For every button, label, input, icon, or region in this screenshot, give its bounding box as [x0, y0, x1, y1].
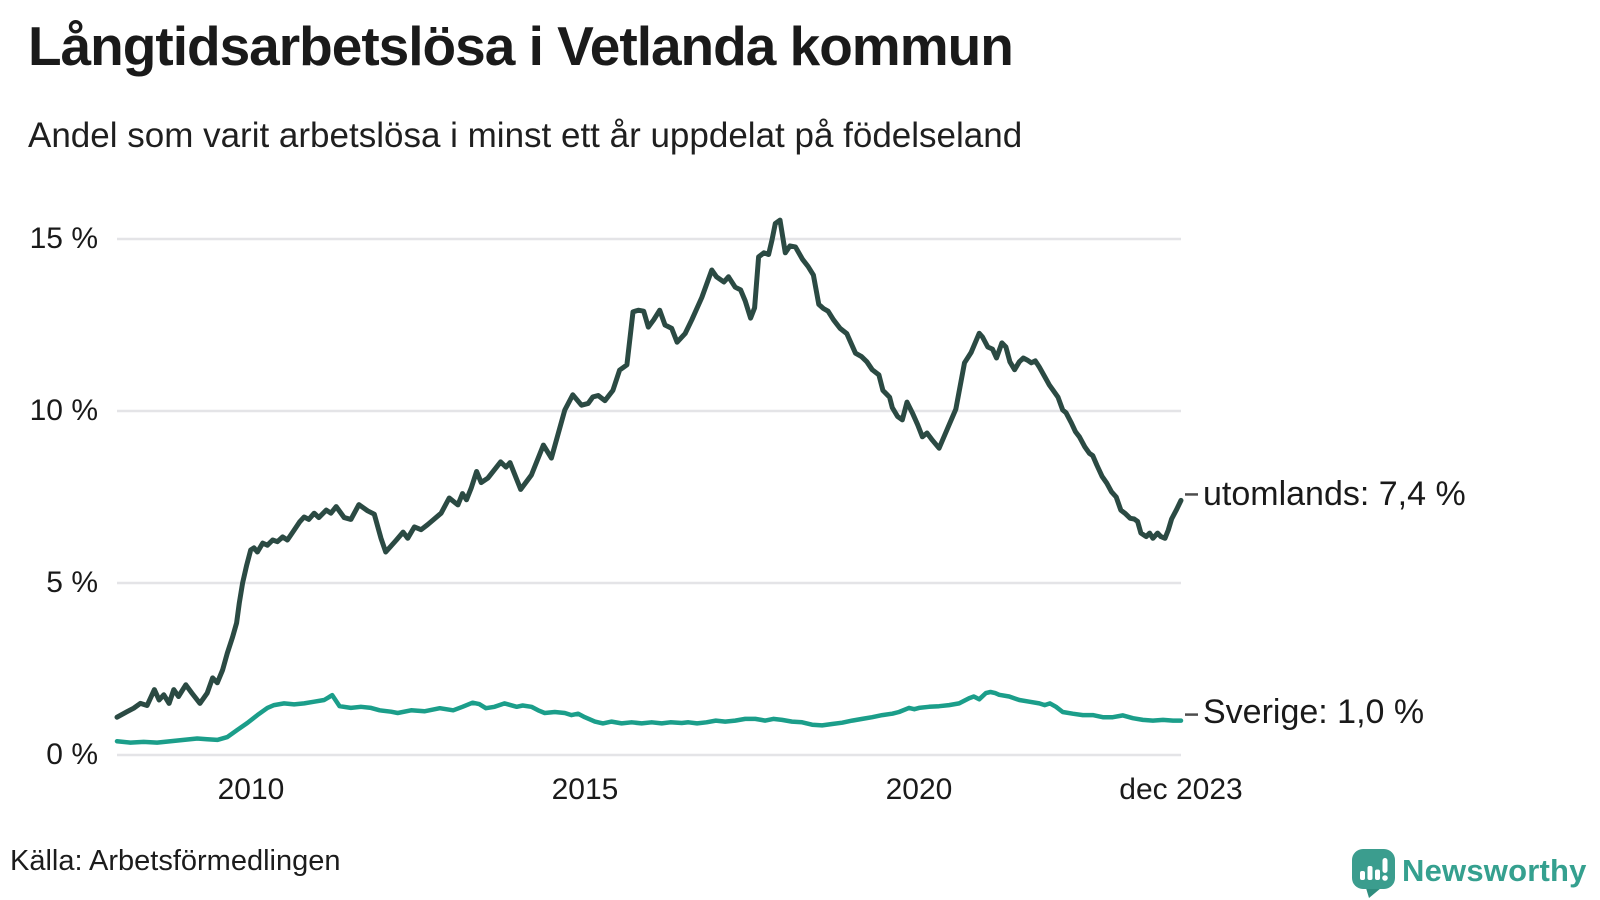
y-axis-tick-10: 10 %	[29, 394, 98, 427]
x-axis-tick-2015: 2015	[551, 773, 619, 806]
series-line-sverige	[114, 689, 1184, 745]
x-axis-tick-2020: 2020	[885, 773, 953, 806]
series-line-utomlands	[114, 217, 1184, 720]
series-label-sverige: Sverige: 1,0 %	[1203, 693, 1425, 731]
series-label-utomlands: utomlands: 7,4 %	[1203, 475, 1466, 513]
x-axis-tick-dec-2023: dec 2023	[1119, 773, 1243, 806]
chart-subtitle: Andel som varit arbetslösa i minst ett å…	[28, 116, 1023, 155]
y-axis-tick-15: 15 %	[29, 222, 98, 255]
y-axis-tick-0: 0 %	[46, 738, 98, 771]
y-axis-tick-5: 5 %	[46, 566, 98, 599]
newsworthy-logo-text: Newsworthy	[1402, 853, 1587, 888]
page-title: Långtidsarbetslösa i Vetlanda kommun	[28, 15, 1014, 77]
x-axis-tick-2010: 2010	[217, 773, 285, 806]
source-note: Källa: Arbetsförmedlingen	[10, 845, 341, 877]
newsworthy-logo-icon	[1352, 849, 1395, 898]
